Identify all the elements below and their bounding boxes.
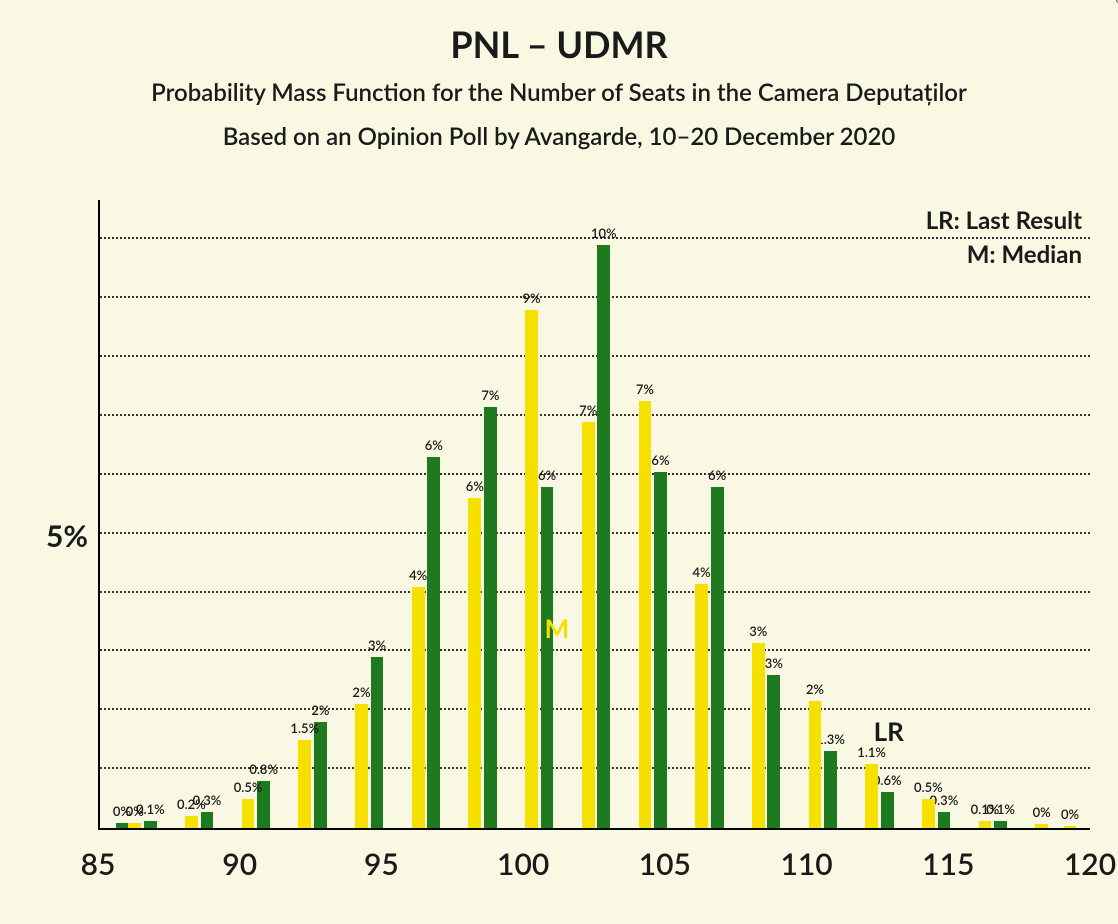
bar-yellow — [185, 816, 198, 828]
bar-yellow — [1035, 824, 1048, 828]
bar-label: 0% — [126, 803, 144, 819]
median-marker: M — [545, 612, 570, 644]
bar-yellow — [242, 799, 255, 828]
bar-label: 1.5% — [290, 720, 319, 736]
bar-yellow — [979, 821, 992, 828]
bar-green — [116, 823, 129, 828]
bar-green — [994, 821, 1007, 828]
last-result-marker: LR — [874, 715, 904, 747]
bar-yellow — [639, 401, 652, 828]
bar-green — [654, 472, 667, 828]
x-tick-label: 100 — [497, 846, 549, 882]
bar-label: 6% — [651, 452, 669, 468]
bar-green — [371, 657, 384, 828]
bar-yellow — [525, 310, 538, 828]
bar-label: 3% — [749, 623, 767, 639]
bar-yellow — [1064, 826, 1077, 828]
bar-yellow — [128, 823, 141, 828]
bar-green — [597, 245, 610, 828]
bar-green — [938, 812, 951, 828]
bar-green — [201, 812, 214, 828]
bar-label: 0.1% — [971, 801, 1000, 817]
bar-green — [824, 751, 837, 828]
bar-green — [484, 407, 497, 828]
bar-label: 2% — [806, 681, 824, 697]
chart-subtitle-1: Probability Mass Function for the Number… — [0, 78, 1118, 107]
x-tick-label: 105 — [639, 846, 691, 882]
bar-label: 0.5% — [234, 779, 263, 795]
bar-label: 3% — [368, 637, 386, 653]
bar-yellow — [355, 704, 368, 828]
bar-label: 4% — [693, 564, 711, 580]
x-tick-label: 90 — [222, 846, 257, 882]
bar-green — [427, 457, 440, 828]
bar-green — [711, 487, 724, 828]
bar-label: 0% — [1033, 804, 1051, 820]
bar-label: 7% — [636, 381, 654, 397]
bar-label: 0.5% — [914, 779, 943, 795]
bar-yellow — [582, 422, 595, 828]
bar-yellow — [922, 799, 935, 828]
bar-label: 6% — [538, 467, 556, 483]
x-tick-label: 85 — [81, 846, 116, 882]
bar-green — [314, 722, 327, 828]
copyright-text: © 2020 Filip van Laenen — [1114, 0, 1118, 4]
bar-green — [767, 675, 780, 828]
bar-label: 4% — [409, 567, 427, 583]
bar-label: 6% — [425, 437, 443, 453]
x-tick-label: 95 — [364, 846, 399, 882]
bar-yellow — [298, 740, 311, 828]
bar-label: 0.8% — [249, 761, 278, 777]
bar-yellow — [752, 643, 765, 828]
legend-median: M: Median — [967, 240, 1082, 269]
bar-label: 0% — [1061, 806, 1079, 822]
bar-label: 7% — [481, 387, 499, 403]
bar-label: 2% — [311, 702, 329, 718]
bar-yellow — [468, 498, 481, 828]
legend-last-result: LR: Last Result — [926, 206, 1082, 235]
bar-label: 0.2% — [177, 796, 206, 812]
bar-green — [144, 821, 157, 828]
bar-label: 6% — [466, 478, 484, 494]
chart-subtitle-2: Based on an Opinion Poll by Avangarde, 1… — [0, 122, 1118, 151]
bar-label: 9% — [522, 290, 540, 306]
bar-yellow — [809, 701, 822, 828]
y-axis-label: 5% — [28, 518, 88, 554]
x-tick-label: 115 — [922, 846, 974, 882]
bar-label: 10% — [591, 225, 617, 241]
bar-yellow — [695, 584, 708, 828]
plot-area: 0%0.1%0.3%0.8%2%3%6%7%6%10%6%6%3%1.3%0.6… — [98, 200, 1090, 830]
bar-label: 6% — [708, 467, 726, 483]
bar-label: 2% — [352, 684, 370, 700]
bar-green — [881, 792, 894, 829]
bar-label: 7% — [579, 402, 597, 418]
bar-yellow — [412, 587, 425, 828]
x-tick-label: 120 — [1064, 846, 1116, 882]
chart-title: PNL – UDMR — [0, 22, 1118, 66]
bar-yellow — [865, 764, 878, 828]
bar-label: 3% — [765, 655, 783, 671]
bar-green — [541, 487, 554, 828]
x-tick-label: 110 — [780, 846, 832, 882]
